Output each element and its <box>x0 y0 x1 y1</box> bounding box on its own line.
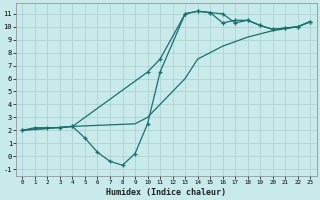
X-axis label: Humidex (Indice chaleur): Humidex (Indice chaleur) <box>106 188 226 197</box>
